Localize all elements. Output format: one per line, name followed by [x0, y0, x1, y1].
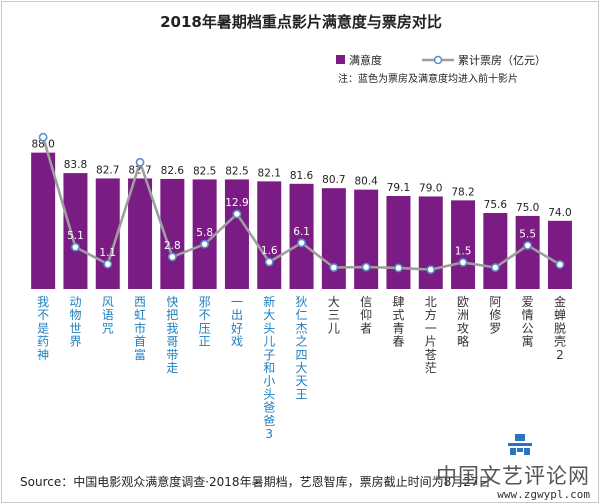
bar-value-label: 74.0: [548, 207, 571, 219]
category-label: 快把我哥带走: [166, 295, 178, 375]
line-point-1: [71, 242, 80, 252]
line-value-label: 1.6: [261, 245, 278, 257]
line-point-16: [555, 260, 565, 269]
line-point-2: [103, 259, 113, 269]
bar-value-label: 88.0: [31, 139, 54, 151]
category-label: 邪不压正: [199, 295, 211, 349]
bar-10: [354, 189, 379, 289]
line-point-11: [394, 263, 403, 273]
category-label: 爱情公寓: [522, 295, 534, 349]
bar-value-label: 82.7: [96, 164, 119, 176]
bar-13: [451, 200, 476, 289]
bar-value-label: 82.1: [258, 167, 281, 179]
line-point-15: [523, 241, 533, 250]
legend-bar-swatch: [336, 55, 345, 64]
bar-14: [483, 213, 508, 289]
bar-value-label: 79.1: [387, 182, 410, 194]
line-point-6: [232, 209, 242, 219]
bar-11: [386, 195, 411, 289]
line-point-9: [329, 263, 339, 272]
category-label: 金蝉脱壳 2: [554, 294, 566, 362]
category-label: 我不是药神: [37, 295, 49, 362]
bar-16: [547, 220, 572, 289]
legend-bar-label: 满意度: [349, 53, 382, 67]
bar-0: [31, 152, 56, 289]
line-point-12: [426, 265, 436, 275]
bar-value-label: 75.0: [516, 202, 539, 214]
bar-value-label: 82.6: [161, 165, 185, 177]
bar-6: [224, 179, 249, 289]
category-label: 北方一片苍茫: [425, 295, 437, 375]
bar-7: [257, 181, 282, 289]
line-value-label: 1.1: [99, 247, 116, 259]
bar-series: [31, 152, 572, 289]
line-value-label: 5.5: [519, 228, 536, 240]
category-label: 一出好戏: [231, 295, 243, 349]
line-value-label: 5.1: [67, 230, 84, 242]
category-label: 西虹市首富: [134, 295, 146, 362]
legend-note: 注：蓝色为票房及满意度均进入前十影片: [338, 72, 518, 85]
category-label: 肆式青春: [392, 295, 404, 349]
bar-value-labels: 88.0 83.8 82.7 82.7 82.6 82.5 82.5 82.1 81.6 80.7…: [31, 139, 571, 219]
bar-12: [418, 196, 443, 289]
bar-5: [192, 179, 217, 289]
category-label: 新大头儿子和小头爸爸 3: [263, 294, 275, 441]
bar-value-label: 81.6: [290, 170, 314, 182]
line-point-14: [490, 263, 500, 272]
bar-value-label: 79.0: [419, 182, 442, 194]
bar-2: [95, 178, 120, 289]
bar-1: [63, 173, 88, 289]
line-value-labels: 31.0 5.1 1.1 25.1 2.8 5.8 12.9 1.6 6.1 1.5 5.5: [31, 120, 536, 259]
bar-value-label: 80.7: [322, 174, 345, 186]
line-value-label: 5.8: [196, 227, 213, 239]
line-value-label: 31.0: [31, 120, 54, 132]
line-point-7: [264, 257, 274, 267]
category-label: 大三儿: [328, 295, 340, 335]
legend-line-label: 累计票房（亿元）: [458, 54, 546, 67]
legend-line-marker: [433, 55, 443, 65]
line-value-label: 2.8: [164, 240, 181, 252]
line-point-3: [135, 157, 145, 167]
bar-15: [515, 215, 540, 289]
bar-value-label: 75.6: [484, 199, 508, 211]
bar-value-label: 83.8: [64, 159, 87, 171]
source-note: Source：中国电影观众满意度调查·2018年暑期档，艺恩智库，票房截止时间为…: [20, 475, 491, 489]
bar-8: [289, 183, 314, 289]
bar-9: [321, 188, 346, 289]
line-value-label: 6.1: [293, 226, 310, 238]
line-point-10: [361, 262, 371, 272]
chart-legend: 满意度 累计票房（亿元） 注：蓝色为票房及满意度均进入前十影片: [336, 53, 546, 85]
line-point-8: [297, 238, 306, 248]
category-label: 狄仁杰之四大天王: [296, 295, 308, 401]
category-label: 阿修罗: [489, 295, 501, 335]
bar-value-label: 82.7: [128, 164, 151, 176]
logo-icon: [508, 434, 532, 455]
category-label: 欧洲攻略: [457, 295, 469, 349]
bar-value-label: 82.5: [225, 165, 248, 177]
watermark: 中国文艺评论网 www.zgwypl.com: [436, 460, 590, 501]
line-value-label: 12.9: [225, 197, 248, 209]
line-point-4: [167, 252, 177, 262]
line-point-0: [38, 132, 48, 142]
category-labels: 我不是药神 动物世界 风语咒 西虹市首富 快把我哥带走 邪不压正 一出好戏 新大头儿子和小头爸…: [37, 294, 566, 441]
watermark-title: 中国文艺评论网: [436, 464, 590, 488]
bar-value-label: 78.2: [451, 186, 474, 198]
category-label: 信仰者: [360, 295, 372, 335]
watermark-url: www.zgwypl.com: [497, 488, 590, 501]
bar-3: [128, 178, 153, 289]
bar-value-label: 80.4: [354, 176, 378, 188]
category-label: 风语咒: [102, 295, 114, 335]
line-value-label: 25.1: [128, 145, 151, 157]
chart-title: 2018年暑期档重点影片满意度与票房对比: [160, 13, 442, 31]
line-point-13: [458, 258, 468, 267]
line-series: [38, 132, 565, 275]
bar-value-label: 82.5: [193, 165, 216, 177]
line-point-5: [200, 239, 210, 249]
category-label: 动物世界: [69, 295, 81, 349]
line-value-label: 1.5: [455, 245, 472, 257]
